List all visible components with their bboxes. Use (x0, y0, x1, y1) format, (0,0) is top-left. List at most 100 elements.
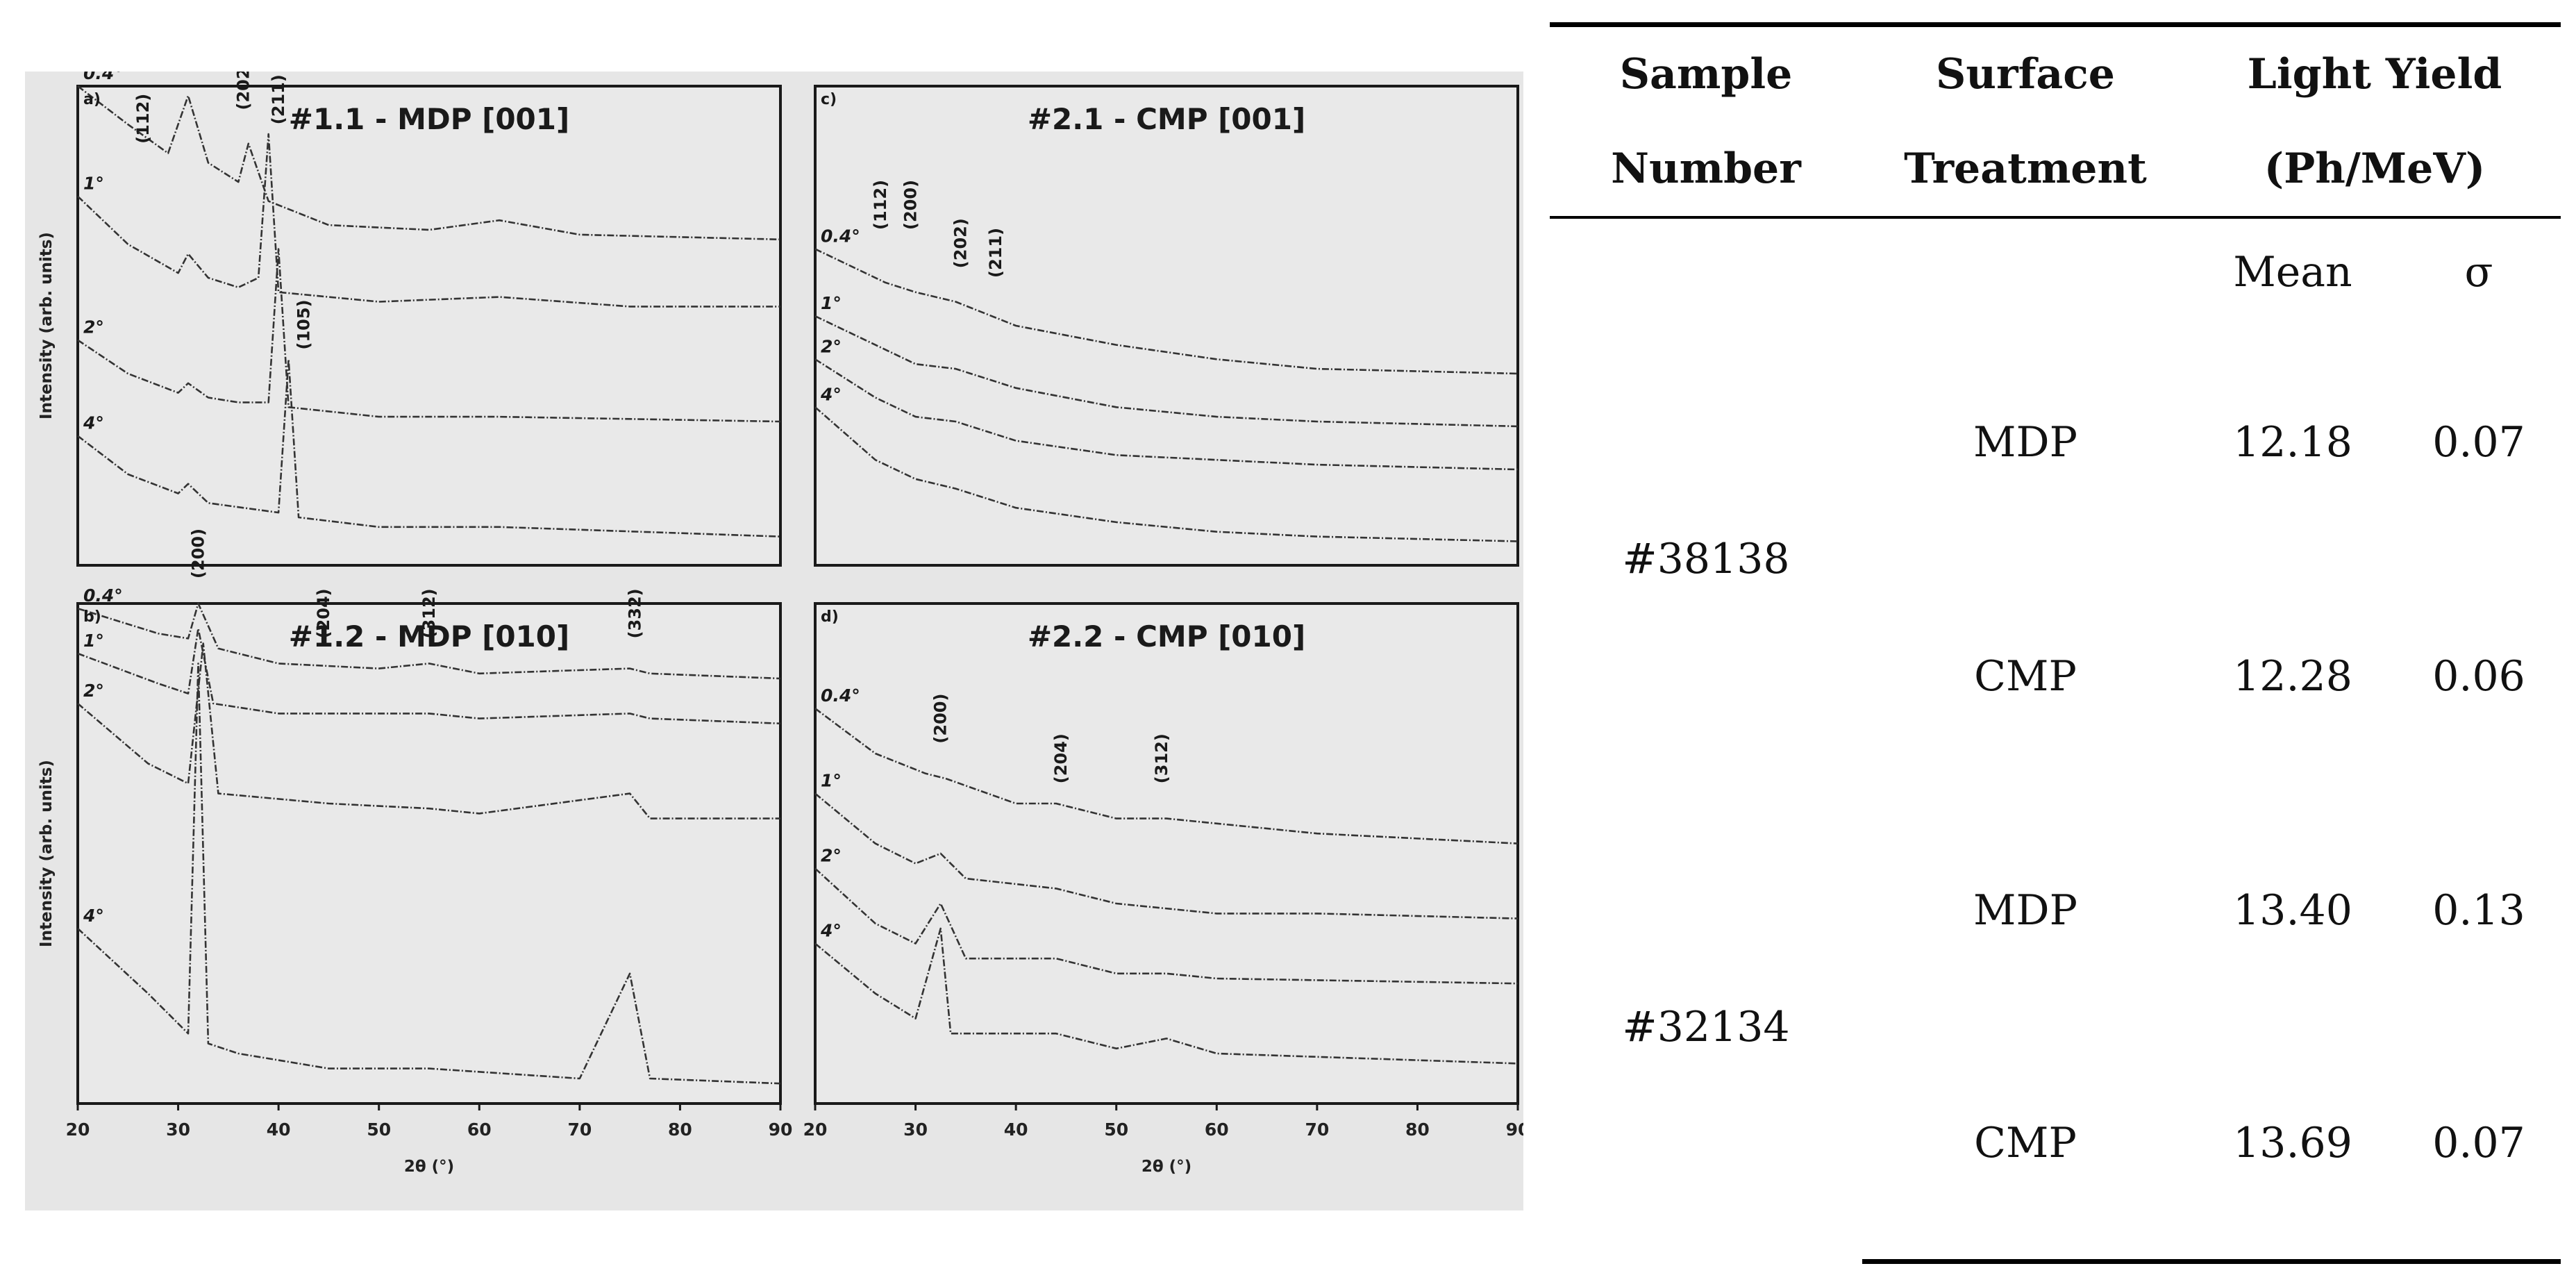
series-angle-label: 1° (83, 631, 104, 651)
table-row: #32134 MDP 13.40 0.13 (1550, 793, 2561, 1052)
peak-label: (202) (951, 218, 971, 268)
peak-label: (200) (188, 528, 208, 578)
series-line (814, 406, 1519, 542)
series-angle-label: 4° (83, 906, 104, 926)
x-tick-label: 20 (803, 1119, 828, 1140)
panel-title: #2.2 - CMP [010] (1028, 619, 1305, 654)
peak-label: (332) (625, 588, 644, 638)
series-line (77, 627, 781, 725)
treatment-cell: MDP (1973, 885, 2077, 935)
xrd-panel: 0.4° 1° 2° 4° (200) (204) (312) d) #2.2 - CMP [0… (803, 602, 1523, 1176)
x-tick-label: 20 (66, 1119, 90, 1140)
peak-label: (211) (269, 74, 288, 124)
sample-number-cell: #32134 (1622, 1003, 1790, 1051)
plot-frame (76, 85, 782, 567)
series-line (814, 792, 1519, 919)
panel-title: #2.1 - CMP [001] (1028, 102, 1305, 136)
mean-cell: 12.28 (2233, 651, 2352, 701)
peak-label: (204) (1051, 733, 1071, 783)
header-surface: Surface (1862, 22, 2189, 122)
light-yield-table-container: Sample Surface Light Yield Number Treatm… (1550, 22, 2561, 1267)
panel-title: #1.1 - MDP [001] (289, 102, 569, 136)
x-tick-label: 90 (769, 1119, 793, 1140)
plot-frame (814, 602, 1519, 1105)
series-line (77, 358, 781, 538)
x-tick-label: 80 (668, 1119, 692, 1140)
x-tick-label: 40 (267, 1119, 291, 1140)
sigma-cell: 0.07 (2397, 1027, 2561, 1264)
subheader-sigma: σ (2464, 247, 2493, 297)
peak-label: (112) (871, 180, 890, 230)
series-angle-label: 0.4° (821, 226, 860, 247)
mean-cell: 12.18 (2233, 417, 2352, 467)
xrd-panel: 0.4°1°2°4°(112)(200)(202)(211)(105)a)#1.… (37, 72, 782, 567)
series-line (77, 642, 780, 819)
peak-label: (200) (901, 180, 920, 230)
x-axis-label: 2θ (°) (404, 1158, 454, 1176)
sigma-cell: 0.07 (2432, 417, 2525, 467)
plot-frame (814, 85, 1519, 567)
table-header-row: Number Treatment (Ph/MeV) (1550, 122, 2561, 219)
series-line (814, 358, 1519, 471)
x-tick-label: 30 (166, 1119, 190, 1140)
series-line (814, 315, 1519, 428)
xrd-figure: 0.4° 1° 2° 4° (112) (200) (202) (211) (105) a) #1.… (25, 72, 1523, 1210)
series-angle-label: 2° (83, 681, 104, 701)
x-tick-label: 90 (1506, 1119, 1523, 1140)
header-sample-line2: Number (1611, 144, 1801, 193)
subheader-mean: Mean (2233, 247, 2352, 297)
peak-label: (312) (1152, 733, 1171, 783)
header-light-yield-line1: Light Yield (2247, 50, 2502, 99)
header-sample: Sample (1550, 22, 1862, 122)
panel-letter: c) (821, 91, 837, 108)
series-angle-label: 4° (820, 921, 842, 941)
xrd-chart-svg: 0.4° 1° 2° 4° (112) (200) (202) (211) (105) a) #1.… (25, 72, 1523, 1210)
x-axis-label: 2θ (°) (1141, 1158, 1191, 1176)
series-line (77, 663, 781, 1085)
series-angle-label: 4° (83, 413, 104, 433)
peak-label: (312) (419, 588, 439, 638)
series-line (77, 248, 781, 423)
panel-letter: d) (821, 608, 839, 626)
header-light-yield: (Ph/MeV) (2189, 122, 2561, 219)
peak-label: (211) (986, 228, 1005, 278)
panel-title: #1.2 - MDP [010] (289, 619, 569, 654)
header-surface-line1: Surface (1936, 50, 2115, 99)
subheader-row: Mean σ (1550, 217, 2561, 325)
header-surface-line2: Treatment (1904, 144, 2147, 193)
mean-cell: 13.40 (2233, 885, 2352, 935)
series-angle-label: 0.4° (83, 72, 123, 83)
series-angle-label: 2° (821, 336, 842, 356)
series-angle-label: 2° (83, 317, 104, 338)
header-surface: Treatment (1862, 122, 2189, 219)
header-light-yield-line2: (Ph/MeV) (2264, 144, 2486, 193)
series-line (814, 708, 1519, 844)
sigma-cell: 0.06 (2432, 651, 2525, 701)
x-tick-label: 50 (1104, 1119, 1128, 1140)
light-yield-table: Sample Surface Light Yield Number Treatm… (1550, 22, 2561, 1264)
treatment-cell: CMP (1862, 1027, 2189, 1264)
table-header-row: Sample Surface Light Yield (1550, 22, 2561, 122)
series-line (77, 85, 781, 241)
series-angle-label: 1° (821, 771, 842, 791)
x-tick-label: 80 (1405, 1119, 1430, 1140)
x-tick-label: 70 (567, 1119, 592, 1140)
series-angle-label: 4° (820, 384, 842, 404)
mean-cell: 13.69 (2189, 1027, 2397, 1264)
series-line (77, 133, 780, 308)
header-light-yield: Light Yield (2189, 22, 2561, 122)
plot-frame (76, 602, 782, 1105)
x-tick-label: 30 (903, 1119, 928, 1140)
y-axis-label: Intensity (arb. units) (37, 232, 56, 419)
empty-cell (1550, 217, 1862, 325)
empty-cell (1862, 217, 2189, 325)
table-row: CMP 12.28 0.06 (1550, 559, 2561, 793)
series-angle-label: 1° (821, 293, 842, 313)
series-line (77, 602, 781, 680)
y-axis-label: Intensity (arb. units) (37, 760, 56, 947)
series-angle-label: 0.4° (821, 685, 860, 706)
treatment-cell: MDP (1973, 417, 2077, 467)
series-angle-label: 1° (83, 174, 104, 194)
peak-label: (200) (931, 694, 951, 744)
peak-label: (202) (234, 72, 253, 110)
